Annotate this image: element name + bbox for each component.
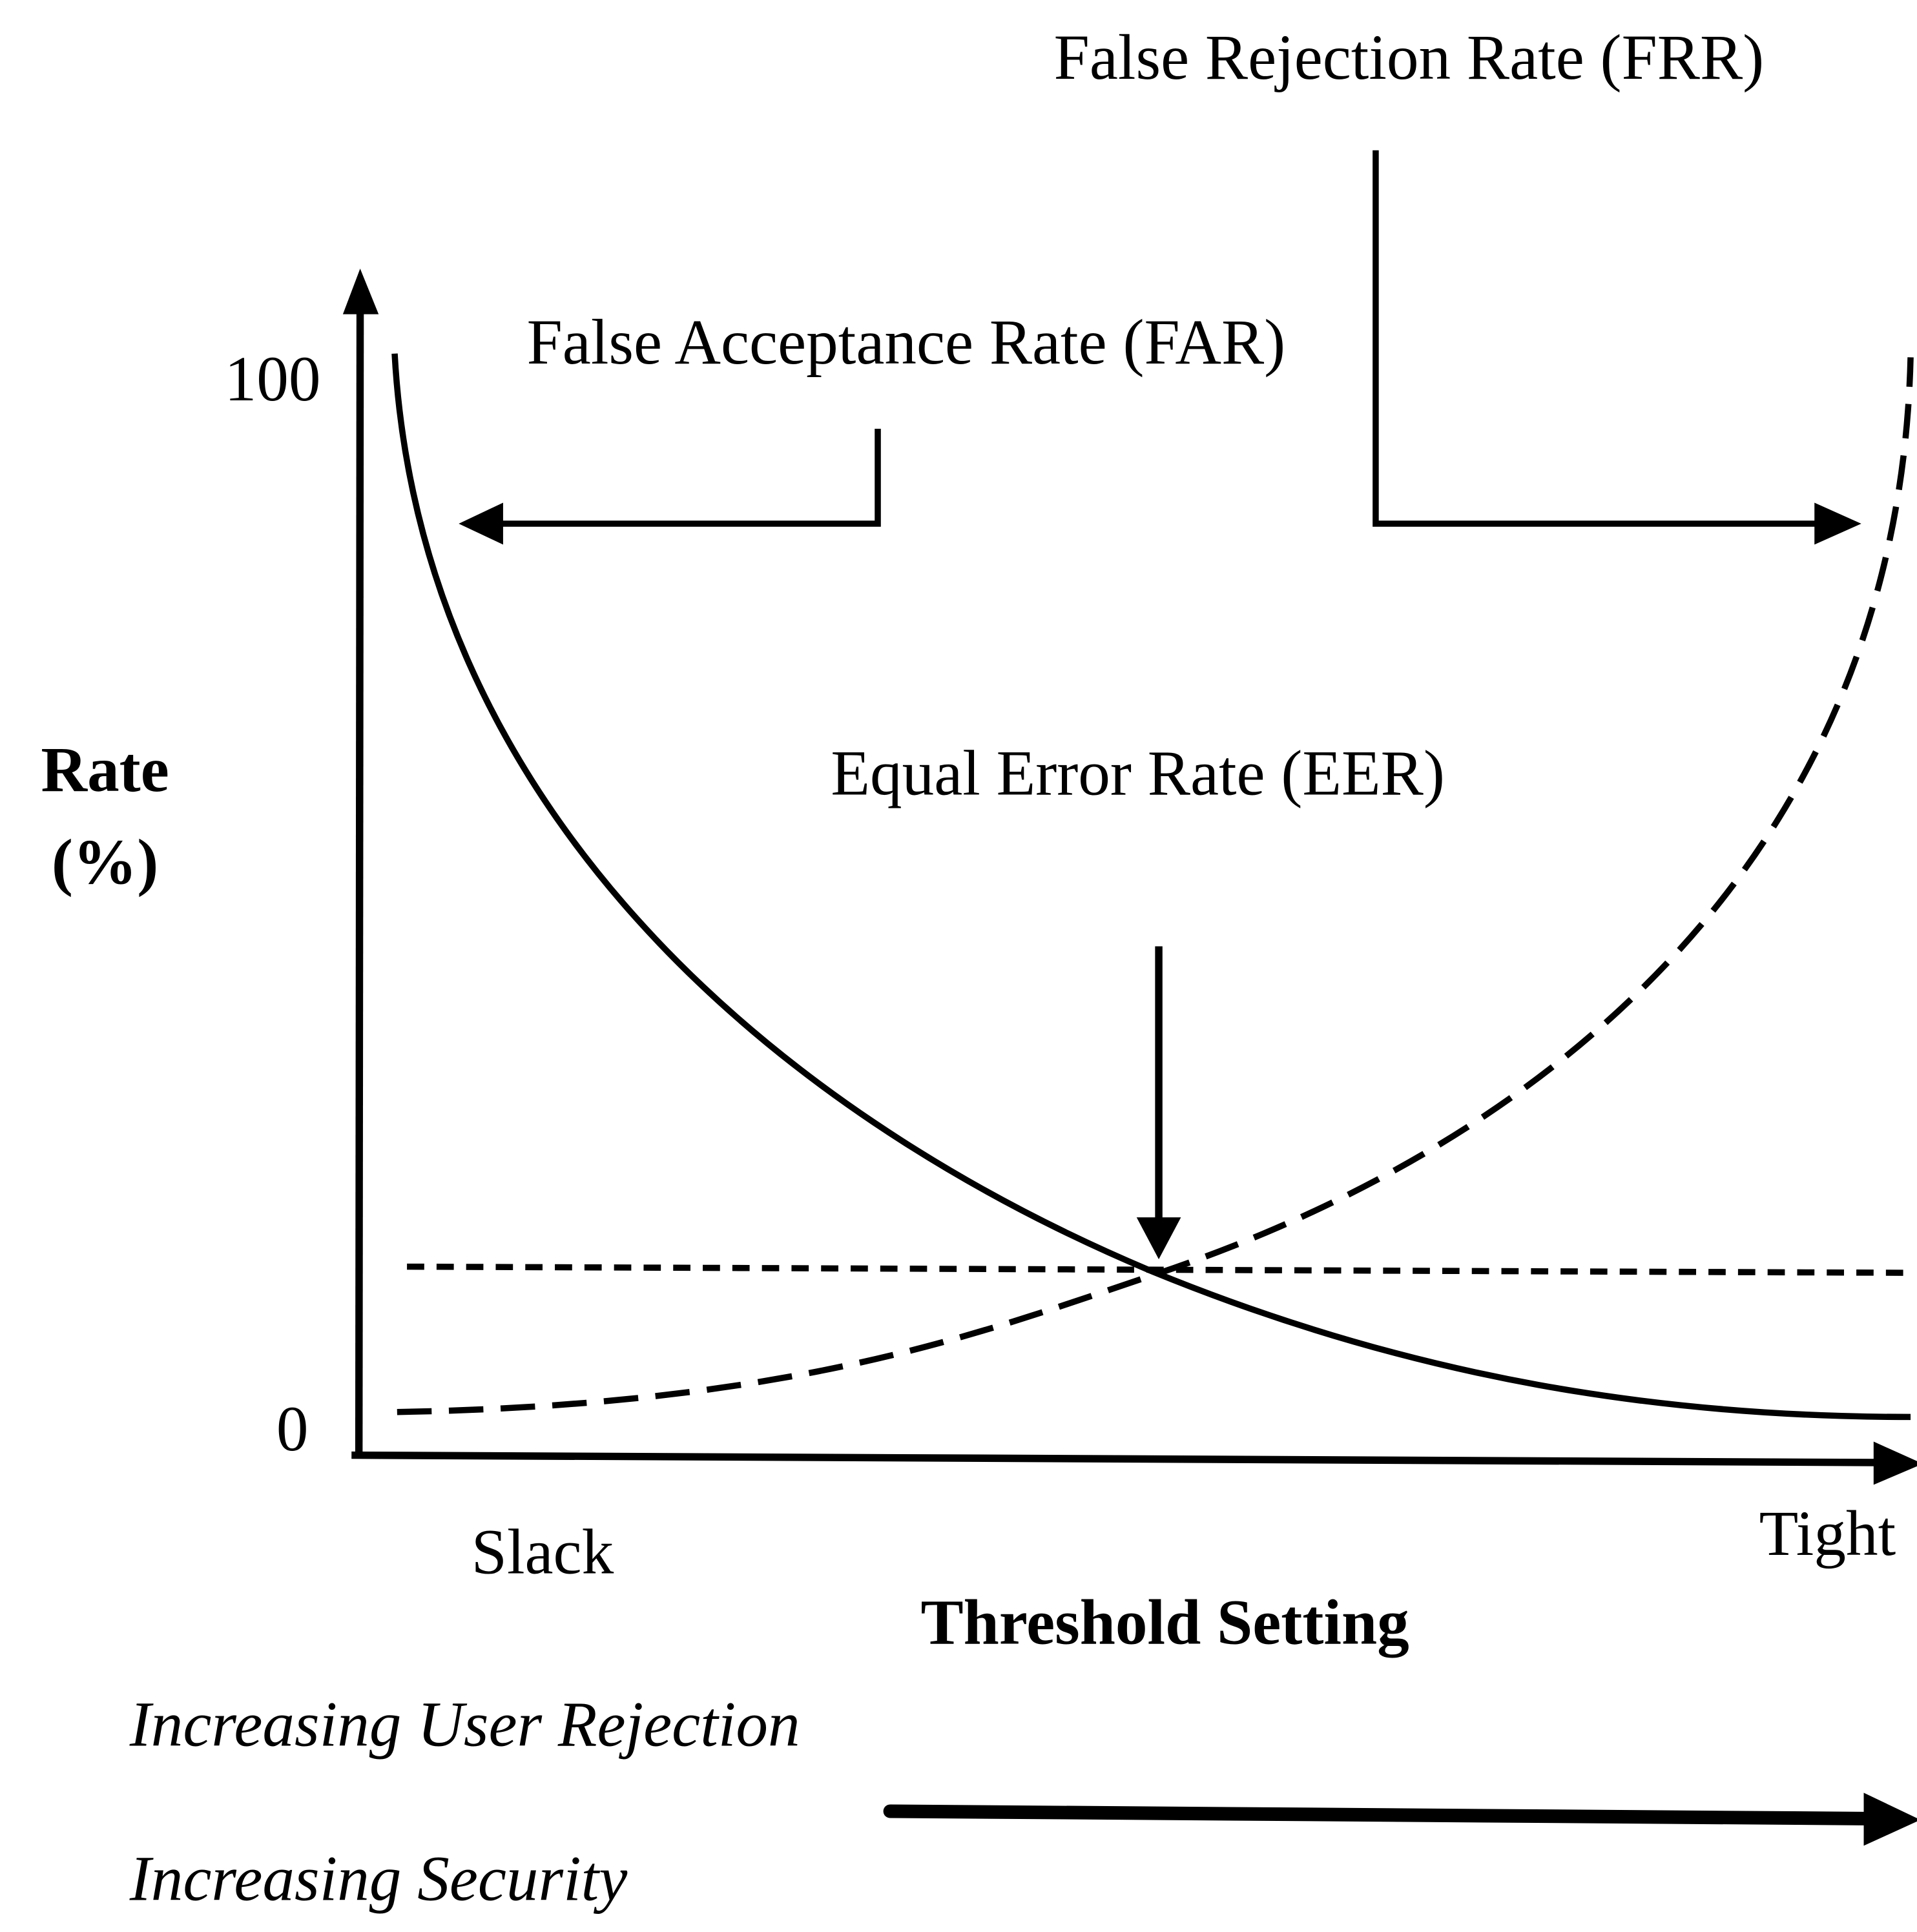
y-axis-unit: (%) [52, 827, 158, 898]
x-axis [351, 1451, 1880, 1466]
direction-arrowhead [1863, 1793, 1917, 1846]
y-tick-label: 100 [225, 344, 321, 415]
x-end-label: Slack [471, 1517, 614, 1588]
x-axis-title: Threshold Setting [920, 1587, 1409, 1658]
y-axis-arrow [342, 268, 379, 314]
frr-pointer [1373, 150, 1825, 527]
far-arrowhead [459, 502, 503, 545]
frr-curve [397, 357, 1914, 1415]
far-curve [391, 353, 1911, 1421]
eer-level [407, 1263, 1909, 1276]
far-label: False Acceptance Rate (FAR) [527, 307, 1286, 378]
note: Increasing Security [129, 1844, 628, 1914]
y-axis-label: Rate [41, 735, 169, 805]
eer-arrowhead [1136, 1217, 1181, 1260]
y-axis [355, 308, 364, 1457]
frr-label: False Rejection Rate (FRR) [1054, 23, 1765, 93]
note: Increasing User Rejection [129, 1690, 800, 1760]
eer-label: Equal Error Rate (EER) [831, 739, 1444, 809]
x-axis-arrow [1873, 1441, 1917, 1485]
y-tick-label: 0 [276, 1394, 309, 1464]
frr-arrowhead [1814, 502, 1861, 545]
far-pointer [493, 429, 881, 527]
x-end-label: Tight [1759, 1499, 1896, 1569]
direction-arrow [883, 1804, 1881, 1825]
